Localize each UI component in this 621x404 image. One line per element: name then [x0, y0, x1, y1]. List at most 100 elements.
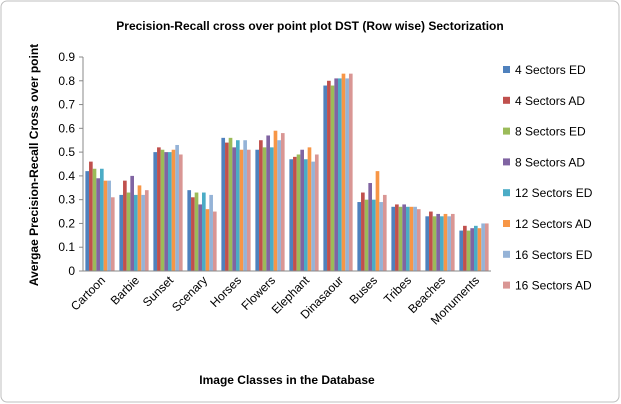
bar — [447, 216, 451, 271]
y-axis-label: Avergae Precision-Recall Cross over poin… — [27, 44, 41, 286]
legend-label: 12 Sectors AD — [515, 217, 592, 231]
y-tick-label: 0.5 — [58, 145, 75, 159]
bar — [296, 154, 301, 271]
bar — [289, 159, 294, 271]
bar — [255, 149, 260, 271]
bar — [481, 223, 485, 271]
y-tick-label: 0 — [68, 264, 75, 278]
legend-swatch — [503, 158, 510, 166]
bar — [327, 80, 331, 272]
y-tick-label: 0.9 — [58, 50, 75, 64]
bar — [178, 154, 183, 271]
bar — [474, 225, 478, 271]
legend-swatch — [503, 250, 510, 258]
legend-swatch — [503, 66, 510, 73]
bar — [361, 192, 365, 271]
bar — [273, 130, 278, 271]
bar — [443, 213, 448, 271]
bar — [429, 211, 433, 271]
x-axis-label: Image Classes in the Database — [199, 373, 375, 387]
bar — [202, 192, 206, 271]
bar — [160, 149, 165, 271]
bar — [262, 147, 267, 271]
bar — [304, 159, 308, 271]
bar — [395, 204, 399, 271]
bar — [107, 180, 111, 271]
bar — [368, 183, 372, 271]
bar — [144, 190, 149, 271]
y-tick-label: 0.8 — [58, 74, 75, 88]
bar — [406, 206, 410, 271]
y-tick-label: 0.4 — [58, 169, 75, 183]
bar — [119, 194, 124, 271]
bar — [463, 225, 467, 271]
bar — [92, 168, 97, 271]
bar — [330, 85, 335, 272]
bar — [239, 149, 244, 271]
bar — [338, 78, 342, 272]
bar — [364, 199, 369, 271]
y-tick-label: 0.2 — [58, 216, 75, 230]
bar — [89, 161, 93, 271]
bar — [141, 194, 145, 271]
bar — [379, 202, 383, 271]
bar — [484, 223, 489, 271]
bar — [470, 228, 474, 271]
legend-label: 8 Sectors ED — [515, 125, 586, 139]
chart-title: Precision-Recall cross over point plot D… — [116, 19, 503, 33]
bar — [300, 149, 304, 271]
bar — [212, 211, 217, 271]
bar — [311, 161, 315, 271]
legend-label: 8 Sectors AD — [515, 155, 585, 169]
bar — [432, 216, 437, 271]
bar — [402, 204, 406, 271]
bar — [450, 213, 455, 271]
bar — [348, 73, 353, 272]
bar — [221, 137, 226, 271]
bar — [225, 142, 229, 271]
bar — [157, 147, 161, 271]
y-tick-label: 0.1 — [58, 240, 75, 254]
bar — [372, 199, 376, 271]
bar — [416, 209, 421, 271]
bar — [209, 194, 213, 271]
bar — [168, 152, 172, 271]
bar — [382, 194, 387, 271]
bar — [126, 192, 131, 271]
bar — [232, 147, 236, 271]
bar — [341, 73, 346, 272]
bar — [198, 204, 202, 271]
bar — [187, 190, 192, 271]
bar — [100, 168, 104, 271]
bar — [171, 149, 176, 271]
bar — [85, 171, 90, 271]
bar — [175, 144, 179, 271]
y-tick-label: 0.7 — [58, 98, 75, 112]
bar — [477, 228, 482, 271]
bar — [357, 202, 362, 271]
legend-swatch — [503, 281, 510, 289]
bar — [323, 85, 328, 272]
legend-swatch — [503, 220, 510, 227]
y-tick-label: 0.3 — [58, 193, 75, 207]
bar — [194, 192, 199, 271]
bar — [270, 147, 274, 271]
bar — [266, 135, 270, 271]
legend-label: 12 Sectors ED — [515, 186, 593, 200]
bar — [123, 180, 127, 271]
bar — [307, 147, 312, 271]
bar — [436, 213, 440, 271]
bar — [459, 230, 464, 271]
bar — [440, 216, 444, 271]
bar — [191, 197, 195, 271]
bar — [293, 156, 297, 271]
bar — [96, 178, 100, 271]
bar — [314, 154, 319, 271]
bar — [137, 185, 142, 271]
bar — [280, 133, 285, 271]
y-tick-label: 0.6 — [58, 121, 75, 135]
bar — [110, 197, 115, 271]
legend-swatch — [503, 189, 510, 197]
bar — [243, 140, 247, 271]
bar — [228, 137, 233, 271]
